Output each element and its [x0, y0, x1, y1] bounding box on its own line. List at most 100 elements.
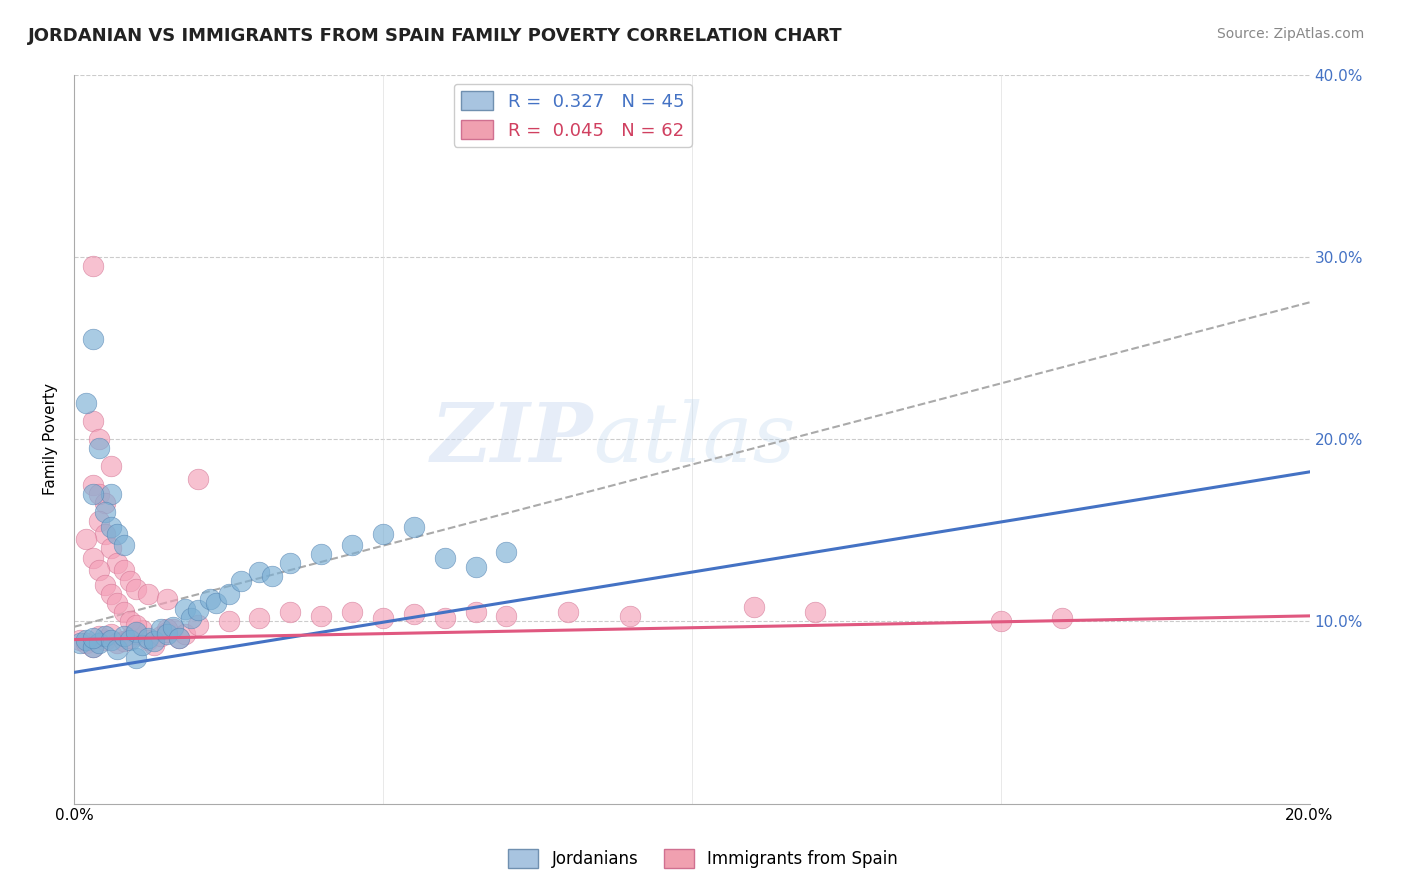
Point [82, 640, 104, 654]
Point [94, 578, 117, 592]
Point [105, 526, 128, 541]
Point [100, 587, 122, 601]
Point [156, 627, 179, 641]
Point [100, 487, 122, 501]
Point [82, 487, 104, 501]
Point [125, 627, 148, 641]
Text: ZIP: ZIP [430, 399, 593, 479]
Text: JORDANIAN VS IMMIGRANTS FROM SPAIN FAMILY POVERTY CORRELATION CHART: JORDANIAN VS IMMIGRANTS FROM SPAIN FAMIL… [28, 27, 842, 45]
Point [82, 631, 104, 645]
Point [433, 610, 456, 624]
Point [167, 631, 190, 645]
Point [340, 538, 363, 552]
Point [371, 526, 394, 541]
Point [94, 505, 117, 519]
Point [174, 601, 197, 615]
Point [149, 629, 172, 643]
Point [198, 592, 221, 607]
Point [174, 627, 197, 641]
Point [149, 622, 172, 636]
Point [82, 414, 104, 428]
Point [87, 514, 110, 528]
Point [100, 627, 122, 641]
Point [112, 629, 135, 643]
Point [187, 603, 209, 617]
Point [557, 605, 579, 619]
Point [105, 596, 128, 610]
Point [143, 638, 166, 652]
Point [247, 610, 270, 624]
Point [309, 547, 332, 561]
Text: Source: ZipAtlas.com: Source: ZipAtlas.com [1216, 27, 1364, 41]
Point [125, 625, 148, 640]
Point [260, 568, 283, 582]
Point [75, 533, 97, 547]
Point [75, 395, 97, 409]
Point [167, 631, 190, 645]
Point [464, 605, 486, 619]
Point [180, 610, 202, 624]
Text: atlas: atlas [593, 399, 796, 479]
Point [69, 632, 91, 647]
Point [100, 519, 122, 533]
Point [278, 556, 301, 570]
Point [87, 487, 110, 501]
Point [100, 459, 122, 474]
Point [162, 622, 184, 636]
Point [94, 629, 117, 643]
Point [118, 632, 141, 647]
Point [87, 636, 110, 650]
Point [82, 550, 104, 565]
Point [433, 550, 456, 565]
Point [125, 582, 148, 596]
Point [112, 538, 135, 552]
Point [464, 559, 486, 574]
Point [187, 472, 209, 486]
Point [371, 610, 394, 624]
Point [87, 563, 110, 577]
Point [82, 477, 104, 491]
Point [156, 592, 179, 607]
Legend: R =  0.327   N = 45, R =  0.045   N = 62: R = 0.327 N = 45, R = 0.045 N = 62 [454, 84, 692, 147]
Y-axis label: Family Poverty: Family Poverty [44, 383, 58, 495]
Point [131, 624, 153, 638]
Point [112, 605, 135, 619]
Point [136, 631, 159, 645]
Point [162, 620, 184, 634]
Legend: Jordanians, Immigrants from Spain: Jordanians, Immigrants from Spain [502, 843, 904, 875]
Point [205, 596, 228, 610]
Point [82, 259, 104, 273]
Point [136, 587, 159, 601]
Point [87, 629, 110, 643]
Point [105, 636, 128, 650]
Point [87, 432, 110, 446]
Point [94, 496, 117, 510]
Point [118, 574, 141, 589]
Point [75, 632, 97, 647]
Point [94, 632, 117, 647]
Point [100, 632, 122, 647]
Point [218, 615, 240, 629]
Point [82, 640, 104, 654]
Point [402, 607, 425, 621]
Point [495, 545, 517, 559]
Point [229, 574, 252, 589]
Point [218, 587, 240, 601]
Point [100, 541, 122, 556]
Point [125, 618, 148, 632]
Point [87, 441, 110, 455]
Point [187, 618, 209, 632]
Point [94, 526, 117, 541]
Point [990, 615, 1012, 629]
Point [112, 563, 135, 577]
Point [402, 519, 425, 533]
Point [125, 650, 148, 665]
Point [495, 608, 517, 623]
Point [1052, 610, 1074, 624]
Point [131, 638, 153, 652]
Point [118, 615, 141, 629]
Point [804, 605, 827, 619]
Point [156, 622, 179, 636]
Point [105, 641, 128, 656]
Point [112, 634, 135, 648]
